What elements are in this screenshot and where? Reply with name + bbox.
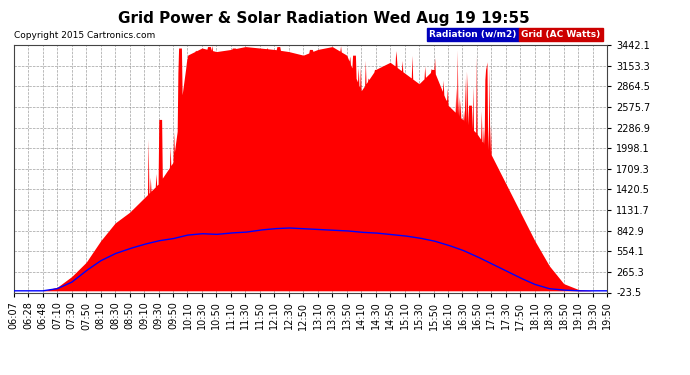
Text: Copyright 2015 Cartronics.com: Copyright 2015 Cartronics.com: [14, 31, 155, 40]
Text: Grid (AC Watts): Grid (AC Watts): [521, 30, 600, 39]
Text: Radiation (w/m2): Radiation (w/m2): [429, 30, 517, 39]
Text: Grid Power & Solar Radiation Wed Aug 19 19:55: Grid Power & Solar Radiation Wed Aug 19 …: [119, 11, 530, 26]
